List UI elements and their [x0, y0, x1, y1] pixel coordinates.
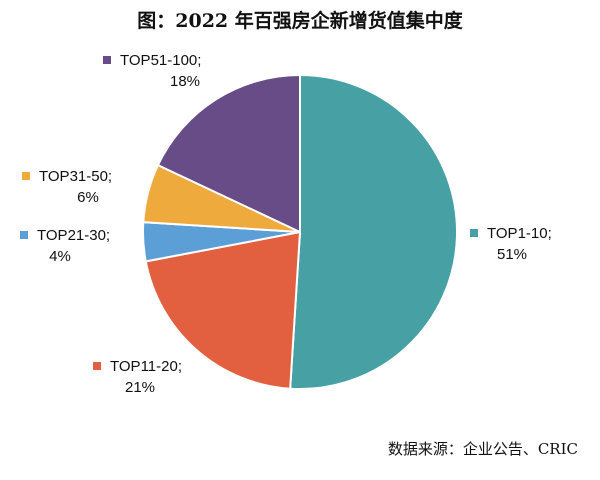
slice-percent-label: 21% — [125, 379, 155, 396]
slice-percent-label: 6% — [77, 189, 99, 206]
slice-label: TOP11-20; — [110, 358, 182, 375]
slice-label: TOP31-50; — [39, 168, 112, 185]
pie-slice — [289, 73, 459, 390]
slice-percent-label: 4% — [49, 248, 71, 265]
slice-label: TOP51-100; — [120, 52, 201, 69]
slice-label: TOP1-10; — [487, 225, 552, 242]
legend-swatch — [470, 229, 478, 237]
legend-swatch — [22, 172, 30, 180]
chart-title: 图：2022 年百强房企新增货值集中度 — [137, 10, 463, 32]
source-note: 数据来源：企业公告、CRIC — [387, 440, 578, 458]
slice-percent-label: 18% — [170, 73, 200, 90]
pie-slice — [144, 230, 302, 390]
legend-swatch — [103, 56, 111, 64]
slice-label: TOP21-30; — [37, 227, 110, 244]
legend-swatch — [20, 231, 28, 239]
pie-slice — [156, 73, 301, 234]
legend-swatch — [93, 362, 101, 370]
slice-percent-label: 51% — [497, 246, 527, 263]
